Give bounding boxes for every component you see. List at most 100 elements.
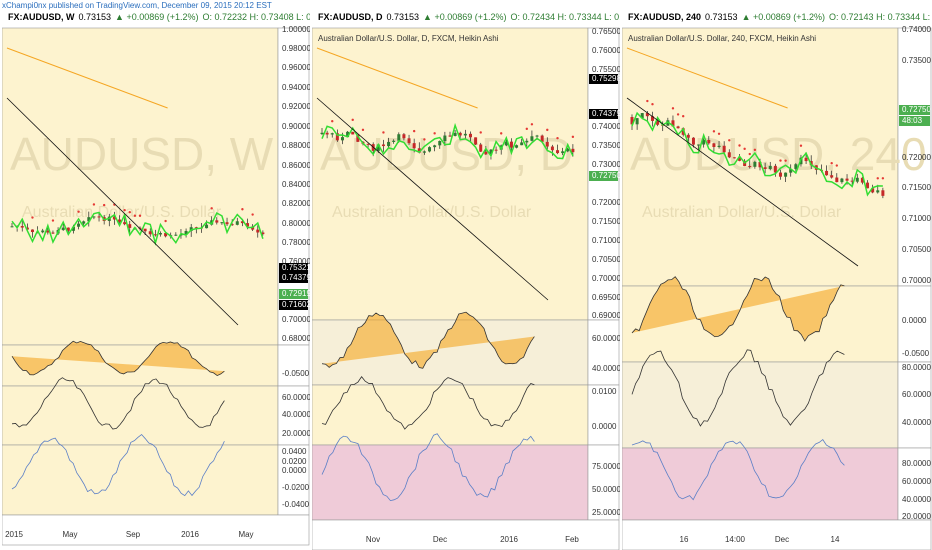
candle: [850, 180, 854, 182]
price-label: 0.76000: [282, 257, 311, 266]
indicator-line: [631, 276, 845, 342]
candle: [330, 133, 334, 135]
pane: [2, 27, 279, 346]
sar-dot: [102, 203, 106, 207]
sar-dot: [128, 210, 131, 214]
candle: [412, 143, 416, 149]
candle: [566, 148, 570, 152]
candle: [525, 140, 529, 143]
candle: [256, 229, 260, 233]
sar-dot: [876, 177, 879, 180]
ma-line: [316, 47, 478, 109]
candle: [835, 177, 839, 183]
axis-pane: [897, 27, 932, 287]
candle: [194, 227, 198, 229]
price-marker: [589, 109, 618, 119]
candle: [738, 157, 742, 161]
lagging-line: [11, 211, 264, 246]
sar-dot: [251, 213, 254, 216]
candle: [30, 229, 34, 233]
header-symbol: FX:AUDUSD, W: [8, 12, 75, 22]
candle: [804, 157, 808, 162]
candle: [443, 135, 447, 142]
sar-dot: [210, 207, 213, 210]
price-marker-label: 0.74379: [592, 109, 621, 118]
trend-line: [6, 97, 239, 326]
candle: [402, 134, 406, 139]
price-label: 0.82000: [282, 199, 311, 208]
price-label: 0.71000: [902, 214, 931, 223]
price-label: 0.78000: [282, 238, 311, 247]
indicator-label: 0.0000: [282, 466, 307, 475]
sar-dot: [676, 113, 680, 116]
price-label: 0.96000: [282, 63, 311, 72]
trend-line: [626, 97, 859, 267]
candle: [571, 148, 575, 153]
candle: [671, 120, 675, 127]
watermark: AUDUSD, 240: [630, 128, 927, 180]
candle: [830, 175, 834, 178]
indicator-label: -0.0400: [282, 500, 310, 509]
price-label: 0.68000: [282, 334, 311, 343]
sar-dot: [433, 132, 436, 135]
candle: [789, 168, 793, 173]
candle: [876, 190, 880, 193]
axis-pane: [897, 361, 932, 449]
candle: [686, 134, 690, 138]
time-label: Sep: [126, 530, 141, 539]
candle: [676, 126, 680, 129]
indicator-label: 60.0000: [902, 477, 931, 486]
sar-dot: [51, 219, 55, 222]
sar-dot: [651, 103, 654, 106]
price-label: 0.73500: [592, 141, 621, 150]
price-label: 0.80000: [282, 219, 311, 228]
time-label: 16: [680, 535, 689, 544]
candle: [717, 145, 721, 147]
price-marker: [589, 171, 618, 181]
candle: [220, 222, 224, 224]
candle: [635, 118, 639, 125]
sar-dot: [412, 129, 416, 133]
candle: [392, 140, 396, 142]
candle: [702, 139, 706, 145]
indicator-label: 20.0000: [282, 429, 311, 438]
price-marker-label: 0.72750: [902, 105, 931, 114]
candle: [748, 166, 752, 168]
candle: [453, 132, 457, 136]
time-label: 14: [831, 535, 840, 544]
price-marker: [899, 116, 930, 126]
pane: [622, 361, 899, 449]
sar-dot: [546, 128, 549, 132]
axis-pane: [897, 447, 932, 521]
candle: [871, 188, 875, 193]
candle: [189, 227, 193, 231]
ma-line: [6, 47, 168, 109]
candle: [630, 117, 634, 125]
panel: AUDUSD, 240 Australian Dollar/U.S. Dollar…: [622, 12, 932, 550]
time-label: 2016: [181, 530, 199, 539]
candle: [866, 182, 870, 189]
time-label: 2015: [5, 530, 23, 539]
time-label: May: [238, 530, 253, 539]
indicator-label: 25.0000: [592, 508, 621, 517]
candle: [697, 144, 701, 146]
price-label: 0.74000: [902, 25, 931, 34]
candle: [433, 145, 437, 148]
price-marker-label: 0.75321: [282, 263, 311, 272]
subtitle: Australian Dollar/U.S. Dollar, D, FXCM, …: [318, 34, 499, 43]
panel: AUDUSD, W Australian Dollar/U.S. Dollar FX…: [2, 12, 311, 546]
header-symbol: FX:AUDUSD, D: [318, 12, 383, 22]
indicator-label: 40.0000: [592, 364, 621, 373]
indicator-line: [321, 376, 535, 430]
price-marker-label: 48:03: [902, 116, 923, 125]
axis-pane: [587, 384, 620, 446]
price-marker: [279, 273, 308, 283]
header-change: ▲ +0.00869 (+1.2%): [742, 12, 825, 22]
sar-dot: [241, 208, 244, 211]
candle: [148, 231, 152, 235]
time-label: Feb: [565, 535, 579, 544]
indicator-label: -0.0500: [902, 349, 930, 358]
header-symbol: FX:AUDUSD, 240: [628, 12, 701, 22]
watermark-sub: Australian Dollar/U.S. Dollar: [642, 204, 842, 221]
